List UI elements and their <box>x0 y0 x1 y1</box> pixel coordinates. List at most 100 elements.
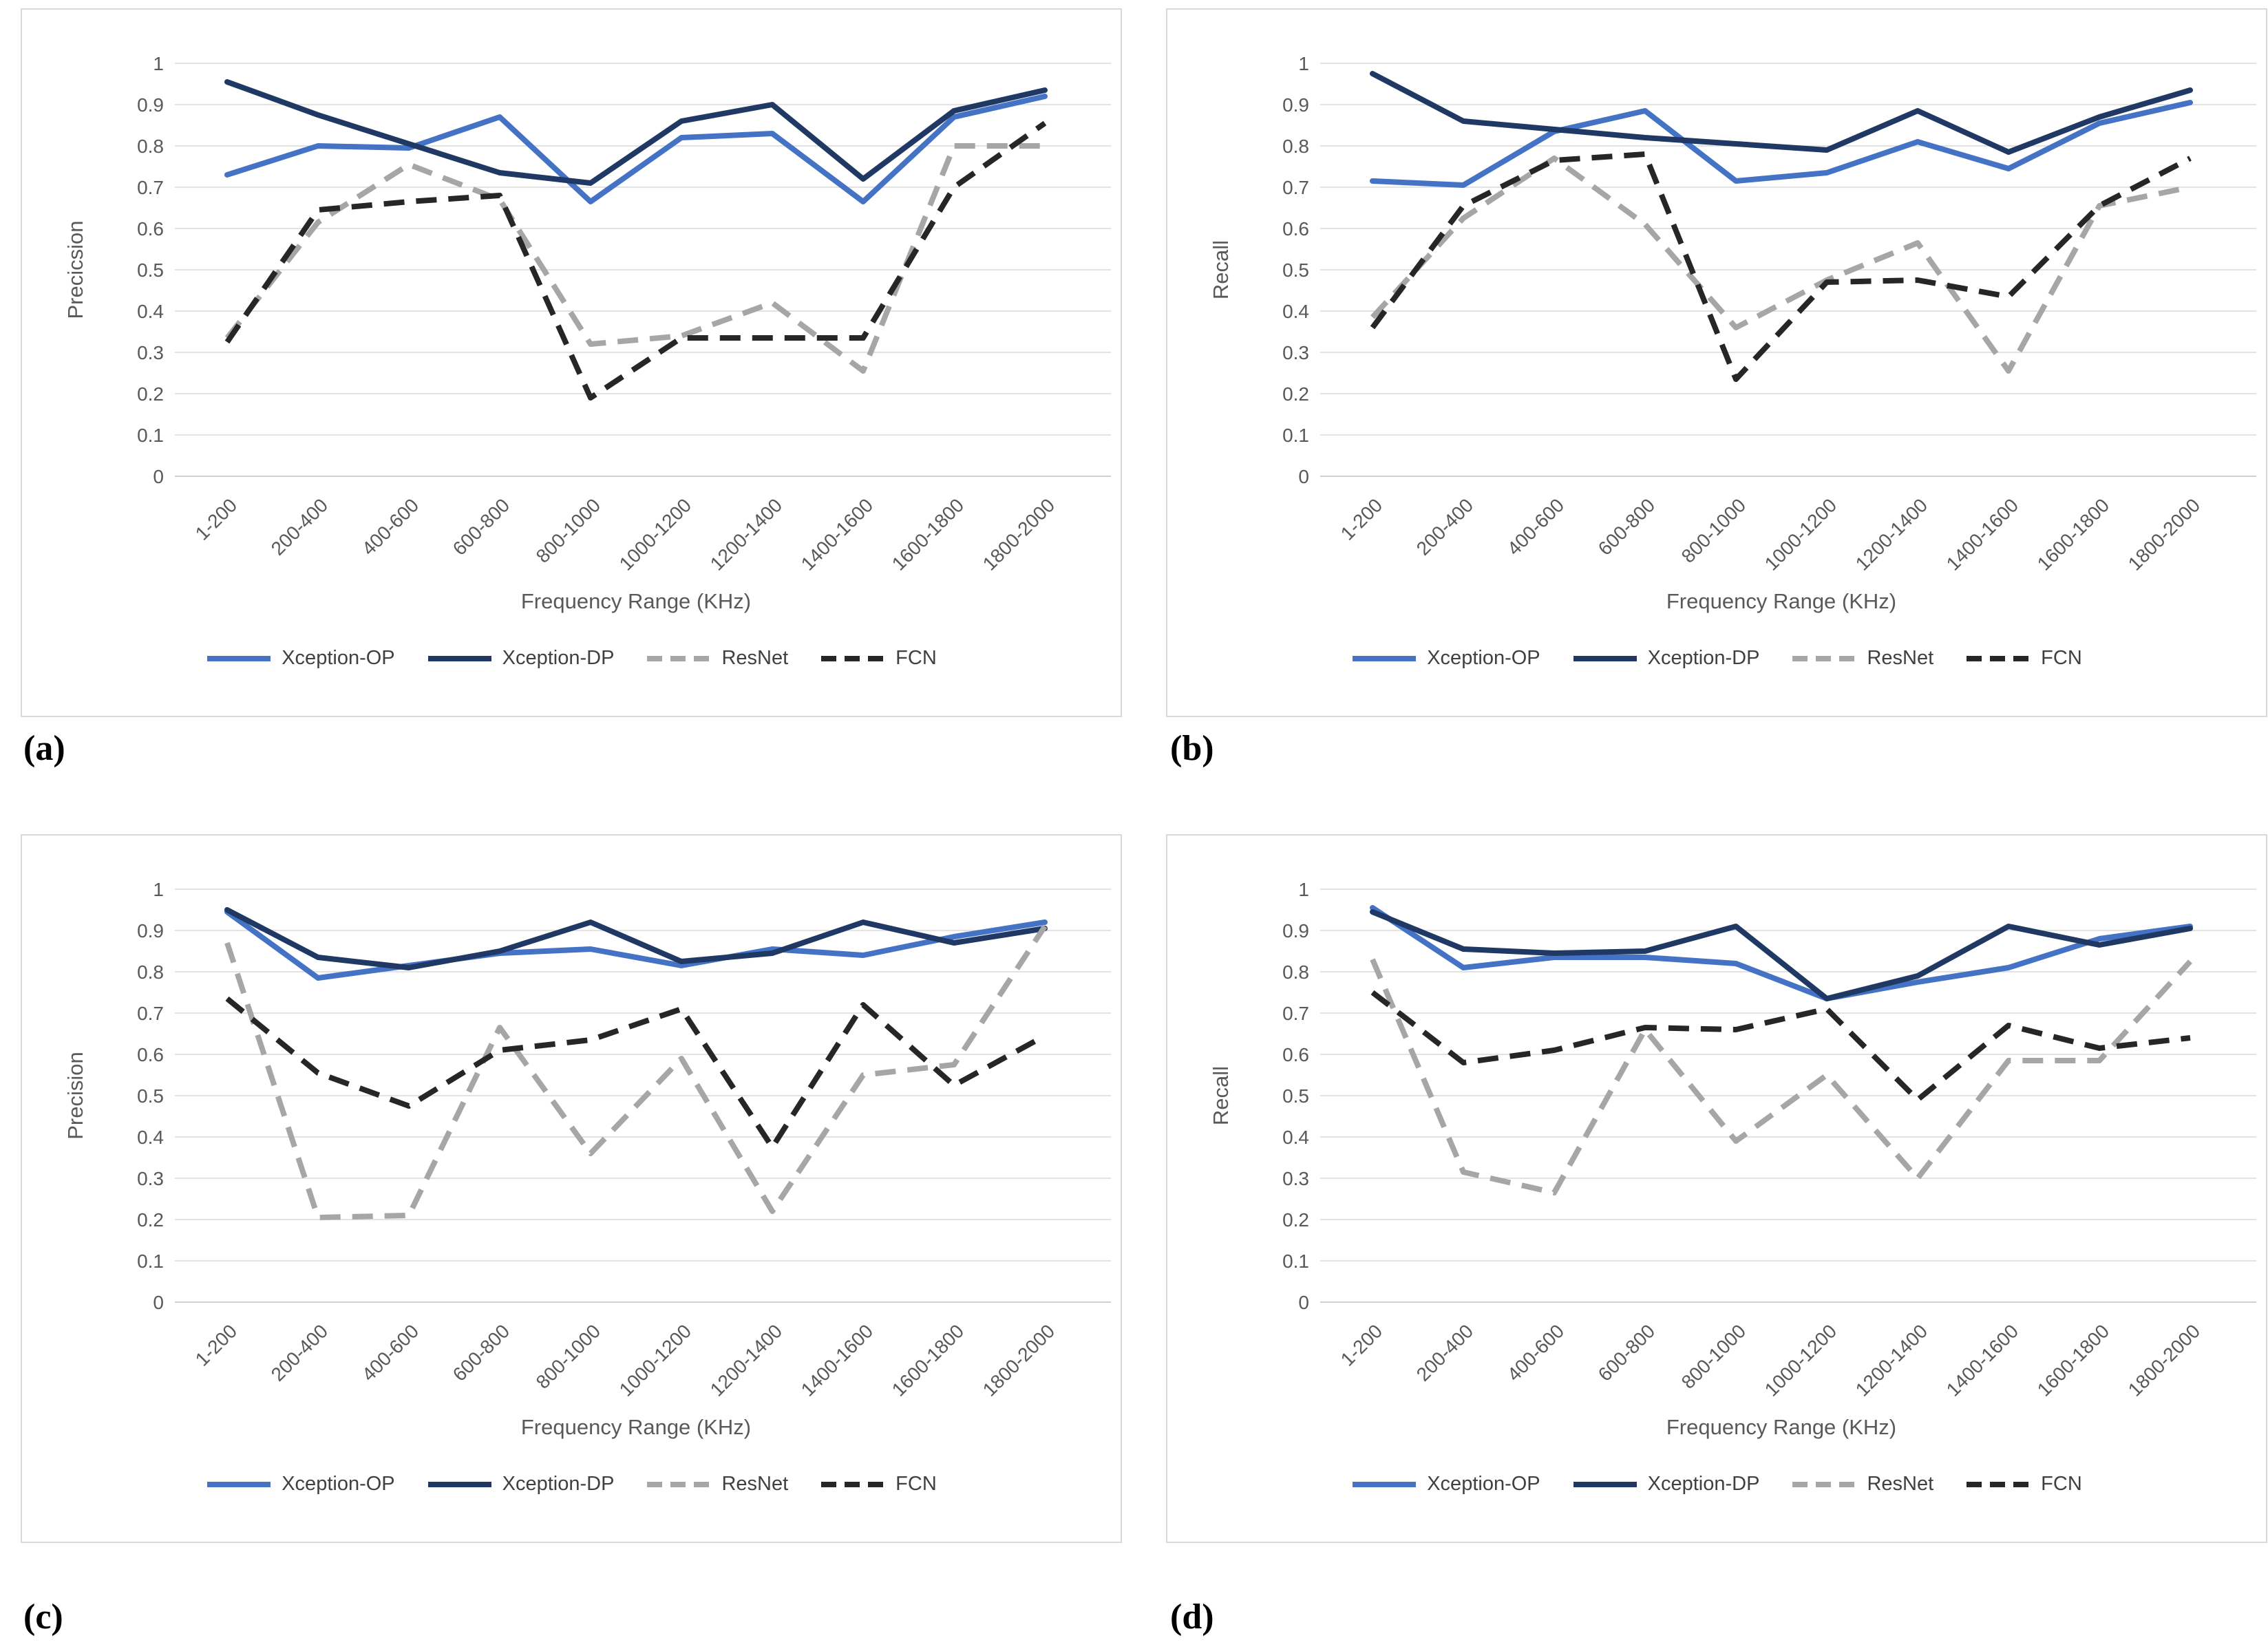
y-tick-label: 0.1 <box>1282 1251 1309 1272</box>
legend-swatch-resnet <box>647 1481 711 1487</box>
x-tick-label: 1800-2000 <box>2124 1320 2205 1401</box>
legend-label-xception-op: Xception-OP <box>282 647 395 669</box>
x-tick-label: 400-600 <box>358 1320 423 1385</box>
legend-label-resnet: ResNet <box>1867 647 1934 669</box>
legend-swatch-xception-dp <box>1573 655 1637 661</box>
chart-panel-a: 1 0.9 0.8 0.7 0.6 0.5 0.4 0.3 0.2 0.1 0 1-200 200-40… <box>21 8 1122 717</box>
legend-label-xception-op: Xception-OP <box>1427 1473 1540 1495</box>
x-axis-title: Frequency Range (KHz) <box>521 1415 751 1439</box>
series-line-resnet <box>1370 156 2191 374</box>
legend-item-xception-dp: Xception-DP <box>427 647 614 670</box>
x-tick-label: 1000-1200 <box>615 1320 696 1401</box>
legend-item-xception-dp: Xception-DP <box>427 1473 614 1496</box>
y-tick-label: 0.6 <box>1282 1044 1309 1065</box>
y-tick-label: 0.3 <box>1282 342 1309 363</box>
y-tick-label: 0.8 <box>1282 136 1309 157</box>
y-tick-label: 1 <box>1298 879 1309 900</box>
legend-swatch-resnet <box>1792 655 1856 661</box>
series-line-fcn <box>225 996 1046 1150</box>
y-tick-label: 0.5 <box>137 259 164 281</box>
legend-item-resnet: ResNet <box>646 1473 788 1496</box>
chart-b-legend: Xception-OP Xception-DP ResNet FCN <box>1167 647 2266 670</box>
x-tick-label: 800-1000 <box>1677 1320 1750 1393</box>
chart-panel-b: 1 0.9 0.8 0.7 0.6 0.5 0.4 0.3 0.2 0.1 0 1-200 200-40… <box>1166 8 2267 717</box>
legend-swatch-xception-op <box>207 655 271 661</box>
y-axis-title: Precicsion <box>63 221 87 319</box>
caption-a: (a) <box>23 729 65 768</box>
legend-swatch-fcn <box>821 1481 885 1487</box>
series-line-resnet <box>224 143 1045 374</box>
y-tick-label: 0.6 <box>1282 218 1309 240</box>
chart-a-plot: 1 0.9 0.8 0.7 0.6 0.5 0.4 0.3 0.2 0.1 0 1-200 200-40… <box>63 53 1111 613</box>
y-tick-label: 0.7 <box>1282 1003 1309 1024</box>
y-tick-label: 0.4 <box>137 1127 164 1148</box>
x-axis-title: Frequency Range (KHz) <box>1666 589 1896 613</box>
x-tick-label: 1600-1800 <box>888 1320 968 1401</box>
y-tick-label: 1 <box>153 879 164 900</box>
legend-swatch-fcn <box>821 655 885 661</box>
y-tick-label: 0.7 <box>1282 177 1309 198</box>
legend-label-xception-op: Xception-OP <box>1427 647 1540 669</box>
y-tick-label: 0 <box>1298 1292 1309 1313</box>
legend-item-xception-op: Xception-OP <box>1351 647 1540 670</box>
series-line-fcn <box>1370 151 2192 382</box>
y-axis-title: Precision <box>63 1052 87 1140</box>
x-tick-label: 1-200 <box>191 494 242 544</box>
legend-item-fcn: FCN <box>1965 647 2082 670</box>
x-tick-label: 800-1000 <box>532 494 605 567</box>
series-line-xception-op <box>224 909 1048 981</box>
legend-swatch-fcn <box>1967 1481 2031 1487</box>
legend-label-xception-dp: Xception-DP <box>1647 647 1760 669</box>
legend-item-resnet: ResNet <box>646 647 788 670</box>
legend-item-fcn: FCN <box>820 647 937 670</box>
y-tick-label: 0.3 <box>1282 1168 1309 1189</box>
legend-item-xception-op: Xception-OP <box>206 647 395 670</box>
caption-b: (b) <box>1170 729 1214 768</box>
series-line-xception-dp <box>1370 909 2193 1001</box>
x-tick-label: 600-800 <box>1594 1320 1660 1385</box>
y-tick-label: 0 <box>153 466 164 487</box>
chart-a-legend: Xception-OP Xception-DP ResNet FCN <box>22 647 1121 670</box>
x-tick-label: 1000-1200 <box>615 494 696 575</box>
y-tick-label: 0.7 <box>137 177 164 198</box>
legend-swatch-fcn <box>1967 655 2031 661</box>
y-tick-label: 0.4 <box>1282 1127 1309 1148</box>
x-tick-label: 200-400 <box>267 494 332 560</box>
caption-d: (d) <box>1170 1597 1214 1637</box>
x-tick-label: 200-400 <box>1412 1320 1478 1385</box>
chart-panel-c: 1 0.9 0.8 0.7 0.6 0.5 0.4 0.3 0.2 0.1 0 1-200 200-40… <box>21 834 1122 1543</box>
y-tick-label: 0.2 <box>1282 383 1309 405</box>
x-tick-label: 1200-1400 <box>706 494 787 575</box>
legend-item-xception-op: Xception-OP <box>1351 1473 1540 1496</box>
y-tick-label: 0.2 <box>1282 1209 1309 1231</box>
y-tick-label: 0.1 <box>1282 425 1309 446</box>
x-tick-label: 1600-1800 <box>888 494 968 575</box>
chart-d-legend: Xception-OP Xception-DP ResNet FCN <box>1167 1473 2266 1496</box>
y-tick-label: 0 <box>153 1292 164 1313</box>
x-tick-label: 1600-1800 <box>2033 494 2114 575</box>
y-axis-title: Recall <box>1209 1066 1233 1125</box>
x-tick-label: 1400-1600 <box>797 494 878 575</box>
chart-b-plot: 1 0.9 0.8 0.7 0.6 0.5 0.4 0.3 0.2 0.1 0 1-200 200-40… <box>1209 53 2256 613</box>
y-tick-label: 0.1 <box>137 1251 164 1272</box>
y-tick-label: 0.8 <box>1282 961 1309 983</box>
chart-c-legend: Xception-OP Xception-DP ResNet FCN <box>22 1473 1121 1496</box>
series-line-xception-op <box>1370 100 2193 188</box>
x-tick-label: 1200-1400 <box>1852 494 1932 575</box>
y-tick-label: 0.6 <box>137 218 164 240</box>
y-tick-label: 0.8 <box>137 961 164 983</box>
x-axis-title: Frequency Range (KHz) <box>521 589 751 613</box>
y-tick-label: 0.3 <box>137 342 164 363</box>
series-line-xception-dp <box>224 907 1048 970</box>
legend-swatch-xception-op <box>1353 655 1417 661</box>
legend-item-fcn: FCN <box>1965 1473 2082 1496</box>
x-tick-label: 1000-1200 <box>1761 1320 1841 1401</box>
x-tick-label: 600-800 <box>449 494 514 560</box>
legend-swatch-xception-op <box>1353 1481 1417 1487</box>
x-tick-label: 1-200 <box>191 1320 242 1370</box>
x-tick-label: 400-600 <box>1503 494 1569 560</box>
legend-item-resnet: ResNet <box>1791 1473 1933 1496</box>
y-tick-label: 0.2 <box>137 1209 164 1231</box>
y-tick-label: 0.5 <box>1282 259 1309 281</box>
x-tick-label: 1200-1400 <box>1852 1320 1932 1401</box>
